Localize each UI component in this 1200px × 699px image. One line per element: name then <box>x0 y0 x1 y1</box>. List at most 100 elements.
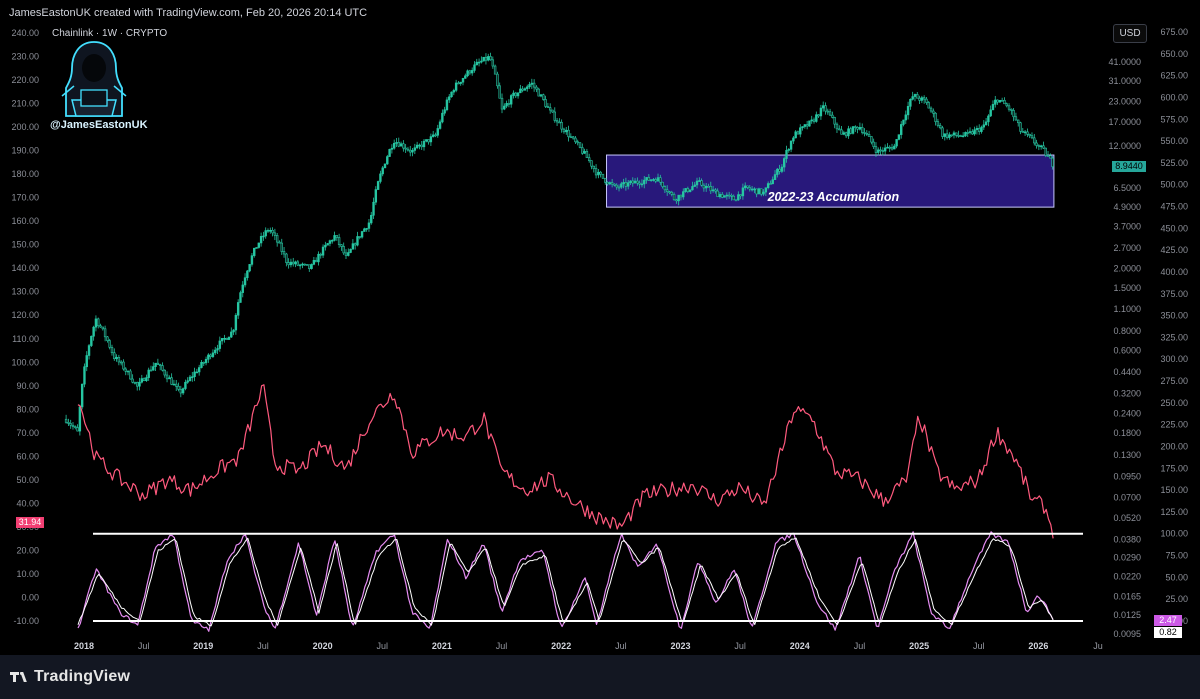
candle-body <box>851 126 855 134</box>
candle-body <box>1007 105 1011 110</box>
candle-body <box>152 366 155 371</box>
candle-body <box>925 98 928 103</box>
candle-body <box>92 326 95 337</box>
candle-body <box>608 182 612 185</box>
candle-body <box>551 109 554 113</box>
candle-body <box>239 292 242 303</box>
candle-body <box>140 378 144 383</box>
candle-body <box>528 84 531 88</box>
right-tick-label: 25.00 <box>1165 594 1188 604</box>
candle-body <box>815 114 818 122</box>
candle-body <box>929 107 933 112</box>
candle-body <box>886 146 889 149</box>
candle-body <box>1033 137 1036 144</box>
x-tick-label: 2026 <box>1028 641 1048 651</box>
stochastic-lines <box>77 531 1054 632</box>
candle-body <box>434 134 437 137</box>
candle-body <box>404 147 407 150</box>
tradingview-logo[interactable]: TradingView <box>10 667 130 687</box>
candle-body <box>718 194 722 198</box>
price-tick-label: 0.0095 <box>1113 629 1141 639</box>
candle-body <box>126 370 130 373</box>
candle-body <box>835 123 839 130</box>
candle-body <box>753 188 756 191</box>
candle-body <box>1049 155 1052 159</box>
candle-body <box>1010 108 1013 111</box>
candle-body <box>310 264 313 269</box>
candle-body <box>301 263 304 266</box>
candle-body <box>760 188 763 195</box>
candle-body <box>544 99 547 107</box>
candle-body <box>647 177 651 181</box>
candle-body <box>90 335 93 346</box>
chart-canvas[interactable]: 2022-23 Accumulation 240.00230.00220.002… <box>0 0 1200 655</box>
candle-body <box>163 369 166 376</box>
candle-body <box>1019 122 1022 132</box>
candle-body <box>688 189 692 192</box>
candle-body <box>83 366 86 385</box>
candle-body <box>743 185 747 189</box>
candle-body <box>785 150 788 159</box>
candle-body <box>870 136 873 143</box>
candle-body <box>927 102 930 109</box>
candle-body <box>170 377 173 385</box>
candle-body <box>961 135 965 138</box>
left-tick-label: -10.00 <box>13 616 39 626</box>
x-tick-label: 2019 <box>193 641 213 651</box>
candle-body <box>1000 99 1004 102</box>
candle-body <box>413 147 417 151</box>
candle-body <box>115 357 118 360</box>
left-tick-label: 200.00 <box>11 122 39 132</box>
left-tick-label: 240.00 <box>11 28 39 38</box>
candle-body <box>87 345 91 356</box>
candle-body <box>906 106 910 116</box>
tradingview-brand: TradingView <box>34 668 131 685</box>
candle-body <box>638 182 641 185</box>
right-tick-label: 475.00 <box>1160 202 1188 212</box>
candle-body <box>298 264 302 267</box>
candle-body <box>259 236 263 244</box>
candle-body <box>672 193 676 201</box>
candle-body <box>581 147 584 154</box>
candle-body <box>585 151 589 159</box>
candle-body <box>365 228 368 230</box>
x-tick-label: 2021 <box>432 641 452 651</box>
candle-body <box>571 136 575 139</box>
left-tick-label: 50.00 <box>16 475 39 485</box>
candle-body <box>548 107 552 111</box>
symbol-title: Chainlink · 1W · CRYPTO <box>52 28 168 39</box>
candle-body <box>1012 110 1015 118</box>
currency-button[interactable]: USD <box>1113 24 1147 43</box>
candle-body <box>693 184 696 187</box>
candle-body <box>994 99 997 105</box>
candle-body <box>367 222 371 229</box>
left-tick-label: 150.00 <box>11 240 39 250</box>
candle-body <box>879 149 882 152</box>
candle-body <box>537 88 540 97</box>
candle-body <box>1026 131 1029 135</box>
candle-body <box>1051 157 1054 168</box>
candle-body <box>142 378 146 382</box>
candle-body <box>934 112 937 122</box>
candle-body <box>558 121 561 124</box>
candle-body <box>918 97 921 101</box>
candle-body <box>1044 147 1047 156</box>
candle-body <box>1021 131 1024 133</box>
candle-body <box>833 117 836 125</box>
candle-body <box>861 127 864 133</box>
left-tick-label: 0.00 <box>21 592 39 602</box>
candle-body <box>700 180 703 186</box>
candle-body <box>448 96 451 101</box>
rsi-line <box>77 384 1054 539</box>
candle-body <box>312 260 316 265</box>
candle-body <box>633 180 637 184</box>
candle-body <box>636 180 639 184</box>
candle-body <box>317 253 320 263</box>
price-tick-label: 2.0000 <box>1113 263 1141 273</box>
candle-body <box>271 230 274 234</box>
candle-body <box>138 381 141 387</box>
candle-body <box>810 119 813 122</box>
candle-body <box>863 132 866 134</box>
x-tick-label: Jul <box>496 641 508 651</box>
candle-body <box>670 191 673 195</box>
